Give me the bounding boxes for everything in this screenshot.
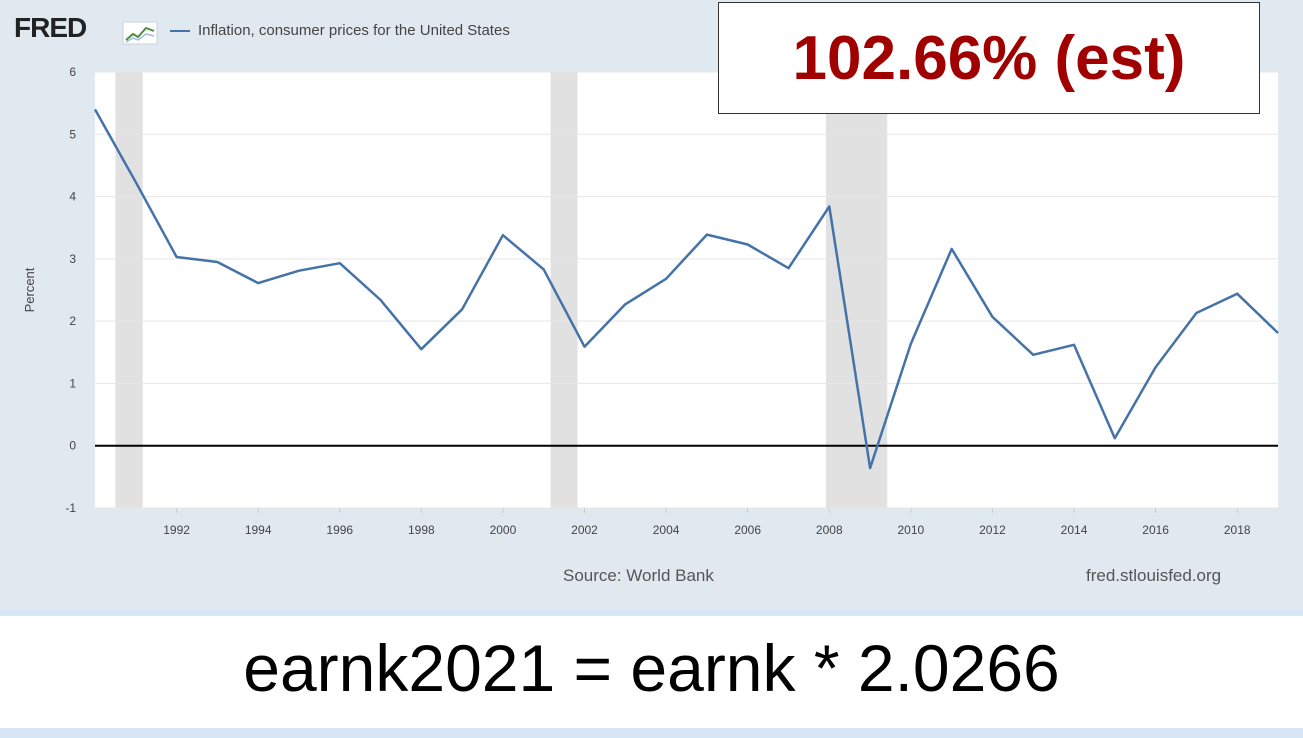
formula-text: earnk2021 = earnk * 2.0266 (243, 631, 1060, 705)
data-point (868, 466, 872, 470)
data-point (338, 261, 342, 265)
data-point (705, 233, 709, 237)
y-tick-label: 5 (69, 127, 76, 141)
data-point (134, 180, 138, 184)
data-point (93, 107, 97, 111)
y-tick-label: 6 (69, 65, 76, 79)
plot-area (95, 72, 1278, 508)
estimate-value: 102.66% (est) (792, 23, 1186, 93)
x-tick-label: 1994 (245, 523, 272, 537)
x-tick-label: 2006 (734, 523, 761, 537)
data-point (786, 266, 790, 270)
data-point (1194, 311, 1198, 315)
data-point (1235, 292, 1239, 296)
y-tick-label: 3 (69, 252, 76, 266)
estimate-callout: 102.66% (est) (718, 2, 1260, 114)
x-tick-label: 2014 (1061, 523, 1088, 537)
x-tick-label: 2008 (816, 523, 843, 537)
recession-band-0 (115, 72, 143, 508)
data-point (460, 307, 464, 311)
y-tick-label: 0 (69, 439, 76, 453)
y-tick-label: 2 (69, 314, 76, 328)
legend-label: Inflation, consumer prices for the Unite… (198, 22, 510, 39)
y-tick-label: 4 (69, 190, 76, 204)
data-point (1031, 353, 1035, 357)
data-point (542, 267, 546, 271)
data-point (175, 255, 179, 259)
data-point (297, 269, 301, 273)
data-point (379, 298, 383, 302)
x-tick-label: 1996 (326, 523, 353, 537)
data-point (583, 345, 587, 349)
x-tick-label: 1992 (163, 523, 190, 537)
recession-band-2 (826, 72, 888, 508)
inflation-series-line (93, 108, 1279, 470)
bottom-border (0, 728, 1303, 738)
x-tick-label: 2016 (1142, 523, 1169, 537)
x-tick-label: 2002 (571, 523, 598, 537)
data-point (1072, 343, 1076, 347)
y-tick-label: -1 (65, 501, 76, 515)
data-point (827, 205, 831, 209)
data-point (1276, 331, 1280, 335)
data-point (664, 277, 668, 281)
data-point (256, 281, 260, 285)
data-point (909, 342, 913, 346)
data-point (215, 260, 219, 264)
x-tick-label: 1998 (408, 523, 435, 537)
data-point (746, 243, 750, 247)
data-point (501, 233, 505, 237)
data-point (1113, 436, 1117, 440)
data-point (950, 247, 954, 251)
data-point (990, 315, 994, 319)
inflation-line-chart: -1 0 1 2 3 4 5 6 1992 1994 1996 1998 2000 2002 2004 200… (22, 65, 1280, 537)
chart-legend: Inflation, consumer prices for the Unite… (170, 22, 510, 39)
legend-line-swatch (170, 29, 190, 32)
source-label: Source: World Bank (563, 566, 714, 585)
data-point (419, 347, 423, 351)
fred-logo[interactable]: FRED (14, 12, 87, 43)
fred-chart-icon (122, 21, 158, 45)
x-tick-label: 2012 (979, 523, 1006, 537)
x-tick-label: 2018 (1224, 523, 1251, 537)
data-point (1154, 365, 1158, 369)
divider (0, 610, 1303, 616)
data-point (623, 302, 627, 306)
y-tick-label: 1 (69, 376, 76, 390)
x-tick-label: 2000 (490, 523, 517, 537)
x-tick-label: 2004 (653, 523, 680, 537)
y-axis-label: Percent (22, 267, 37, 312)
x-tick-label: 2010 (898, 523, 925, 537)
site-url[interactable]: fred.stlouisfed.org (1086, 566, 1222, 585)
